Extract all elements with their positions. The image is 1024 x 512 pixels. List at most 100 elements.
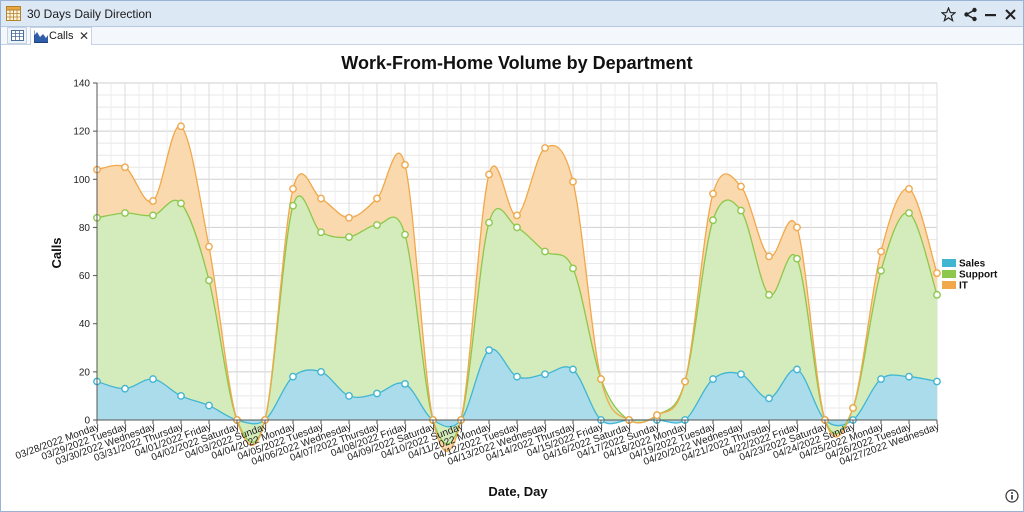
point-sales xyxy=(121,384,129,393)
point-sales xyxy=(373,389,381,398)
point-support xyxy=(121,209,129,217)
point-sales xyxy=(513,372,521,381)
favorite-button[interactable] xyxy=(939,5,957,23)
point-it xyxy=(765,252,773,261)
minimize-icon xyxy=(984,13,996,16)
point-it xyxy=(149,197,157,205)
minimize-button[interactable] xyxy=(981,5,999,23)
point-it xyxy=(513,211,521,220)
legend-swatch-it xyxy=(942,281,956,289)
point-support xyxy=(401,230,409,239)
legend-label-it: IT xyxy=(959,281,968,292)
point-it xyxy=(709,189,717,198)
point-it xyxy=(877,247,885,256)
point-sales xyxy=(401,379,409,388)
point-sales xyxy=(905,372,913,381)
point-sales xyxy=(317,367,325,376)
point-sales xyxy=(205,401,213,410)
info-icon[interactable] xyxy=(1005,489,1019,503)
point-it xyxy=(597,375,605,383)
point-it xyxy=(793,223,801,232)
legend-label-support: Support xyxy=(959,270,998,281)
point-support xyxy=(541,247,549,256)
point-it xyxy=(933,269,941,278)
point-support xyxy=(317,228,325,237)
point-it xyxy=(737,182,745,191)
point-support xyxy=(177,199,185,208)
point-support xyxy=(709,216,717,225)
point-sales xyxy=(149,375,157,383)
x-axis-label: Date, Day xyxy=(488,484,548,499)
y-tick-label: 40 xyxy=(79,319,91,330)
point-it xyxy=(541,144,549,152)
point-it xyxy=(345,213,353,222)
y-tick-label: 20 xyxy=(79,367,91,378)
point-sales xyxy=(709,375,717,383)
point-it xyxy=(569,177,577,186)
point-support xyxy=(905,209,913,217)
share-button[interactable] xyxy=(961,5,979,23)
table-icon xyxy=(10,30,24,41)
line-support xyxy=(96,195,938,445)
point-support xyxy=(933,290,941,299)
point-it xyxy=(205,242,213,251)
point-sales xyxy=(765,394,773,403)
point-support xyxy=(149,211,157,220)
point-support xyxy=(793,254,801,263)
tab-calls-label: Calls xyxy=(49,30,74,42)
axes xyxy=(93,82,938,424)
point-it xyxy=(373,194,381,203)
point-support xyxy=(569,264,577,273)
point-it xyxy=(849,404,857,412)
chart-title: Work-From-Home Volume by Department xyxy=(341,53,692,73)
point-sales xyxy=(485,346,493,355)
point-support xyxy=(737,206,745,215)
legend-swatch-sales xyxy=(942,259,956,267)
point-support xyxy=(513,223,521,232)
point-support xyxy=(205,276,213,285)
area-chart: Work-From-Home Volume by Department 0 20 4… xyxy=(14,53,998,499)
point-sales xyxy=(541,370,549,379)
y-tick-label: 0 xyxy=(84,416,90,427)
point-support xyxy=(289,201,297,210)
point-sales xyxy=(569,365,577,374)
point-sales xyxy=(345,392,353,400)
tab-close-button[interactable]: ✕ xyxy=(79,29,90,43)
point-sales xyxy=(793,365,801,374)
point-it xyxy=(905,185,913,193)
point-support xyxy=(877,266,885,275)
point-it xyxy=(177,122,185,131)
tab-calls[interactable]: Calls ✕ xyxy=(30,27,92,45)
legend-swatch-support xyxy=(942,270,956,278)
point-it xyxy=(401,160,409,169)
point-sales xyxy=(289,372,297,381)
y-axis-label: Calls xyxy=(49,237,64,268)
point-sales xyxy=(177,392,185,400)
calendar-grid-icon xyxy=(6,6,21,21)
share-icon xyxy=(963,7,977,21)
point-support xyxy=(485,218,493,227)
point-sales xyxy=(933,377,941,386)
area-sales xyxy=(97,349,937,427)
point-support xyxy=(765,290,773,299)
area-chart-icon xyxy=(34,30,48,43)
legend-label-sales: Sales xyxy=(959,259,986,270)
y-tick-label: 80 xyxy=(79,223,91,234)
close-button[interactable] xyxy=(1001,5,1019,23)
point-it xyxy=(317,194,325,203)
point-sales xyxy=(737,370,745,379)
point-it xyxy=(289,185,297,193)
star-icon xyxy=(940,6,956,22)
title-bar: 30 Days Daily Direction xyxy=(1,1,1023,27)
y-tick-label: 60 xyxy=(79,271,91,282)
point-sales xyxy=(877,375,885,383)
window-title: 30 Days Daily Direction xyxy=(27,7,152,21)
point-support xyxy=(345,233,353,241)
tab-table-view[interactable] xyxy=(7,27,27,44)
point-it xyxy=(681,377,689,386)
y-tick-label: 140 xyxy=(73,79,90,90)
y-tick-labels: 0 20 40 60 80 100 120 140 xyxy=(73,79,90,427)
